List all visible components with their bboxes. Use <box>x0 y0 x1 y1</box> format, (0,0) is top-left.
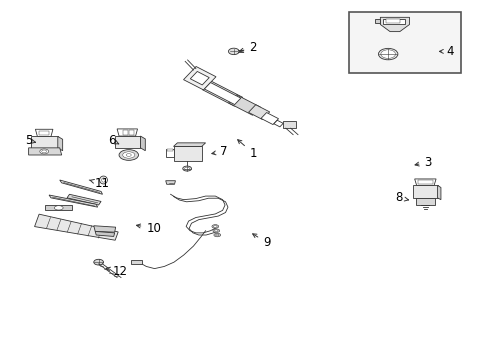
Text: 8: 8 <box>394 192 408 204</box>
Polygon shape <box>380 17 408 32</box>
Ellipse shape <box>211 225 218 228</box>
Ellipse shape <box>183 166 191 171</box>
Polygon shape <box>165 149 173 157</box>
Polygon shape <box>173 147 201 161</box>
Text: 6: 6 <box>108 134 119 147</box>
Polygon shape <box>35 129 53 136</box>
Text: 4: 4 <box>439 45 453 58</box>
Text: 9: 9 <box>252 234 270 249</box>
Text: 11: 11 <box>89 177 109 190</box>
Ellipse shape <box>215 234 219 236</box>
Polygon shape <box>95 231 115 237</box>
Bar <box>39 131 49 135</box>
Polygon shape <box>140 136 145 151</box>
Polygon shape <box>261 113 278 125</box>
Ellipse shape <box>378 48 397 60</box>
Ellipse shape <box>213 233 220 237</box>
Ellipse shape <box>213 226 217 227</box>
Bar <box>166 149 172 152</box>
Polygon shape <box>165 181 175 184</box>
Polygon shape <box>45 205 72 210</box>
Polygon shape <box>414 179 435 185</box>
Bar <box>348 12 460 73</box>
Ellipse shape <box>54 206 63 210</box>
Text: 12: 12 <box>106 265 127 278</box>
Polygon shape <box>190 72 209 85</box>
Text: 3: 3 <box>414 156 431 168</box>
Polygon shape <box>115 136 140 148</box>
Polygon shape <box>283 121 295 128</box>
Ellipse shape <box>100 176 107 184</box>
Polygon shape <box>94 226 116 232</box>
Polygon shape <box>437 185 440 200</box>
Bar <box>128 130 133 135</box>
Text: 2: 2 <box>239 41 256 54</box>
Ellipse shape <box>40 149 48 154</box>
Polygon shape <box>67 194 101 205</box>
Polygon shape <box>273 120 283 127</box>
Polygon shape <box>415 198 434 205</box>
Bar <box>386 19 399 23</box>
Polygon shape <box>30 136 58 148</box>
Ellipse shape <box>380 50 395 58</box>
Ellipse shape <box>122 152 135 158</box>
Ellipse shape <box>126 154 131 157</box>
Polygon shape <box>35 214 118 240</box>
Text: 7: 7 <box>211 145 227 158</box>
Ellipse shape <box>214 230 218 231</box>
Ellipse shape <box>228 48 239 55</box>
Polygon shape <box>173 143 205 147</box>
Polygon shape <box>117 129 137 136</box>
Ellipse shape <box>184 167 189 170</box>
Text: 10: 10 <box>136 222 161 235</box>
Polygon shape <box>248 105 269 120</box>
Polygon shape <box>130 260 142 264</box>
Ellipse shape <box>94 259 103 265</box>
Polygon shape <box>58 136 62 151</box>
Ellipse shape <box>119 150 138 160</box>
Polygon shape <box>228 95 260 115</box>
Text: 1: 1 <box>237 140 256 160</box>
Ellipse shape <box>41 150 46 153</box>
Ellipse shape <box>102 178 105 182</box>
Polygon shape <box>183 67 216 90</box>
Polygon shape <box>375 19 380 23</box>
Polygon shape <box>412 185 437 198</box>
Bar <box>417 180 432 184</box>
Text: 5: 5 <box>25 134 35 147</box>
Polygon shape <box>29 148 61 155</box>
Ellipse shape <box>212 229 219 233</box>
Polygon shape <box>382 19 404 24</box>
Polygon shape <box>49 195 98 207</box>
Polygon shape <box>202 81 242 106</box>
Bar <box>122 130 127 135</box>
Polygon shape <box>60 180 102 194</box>
Polygon shape <box>204 82 240 104</box>
